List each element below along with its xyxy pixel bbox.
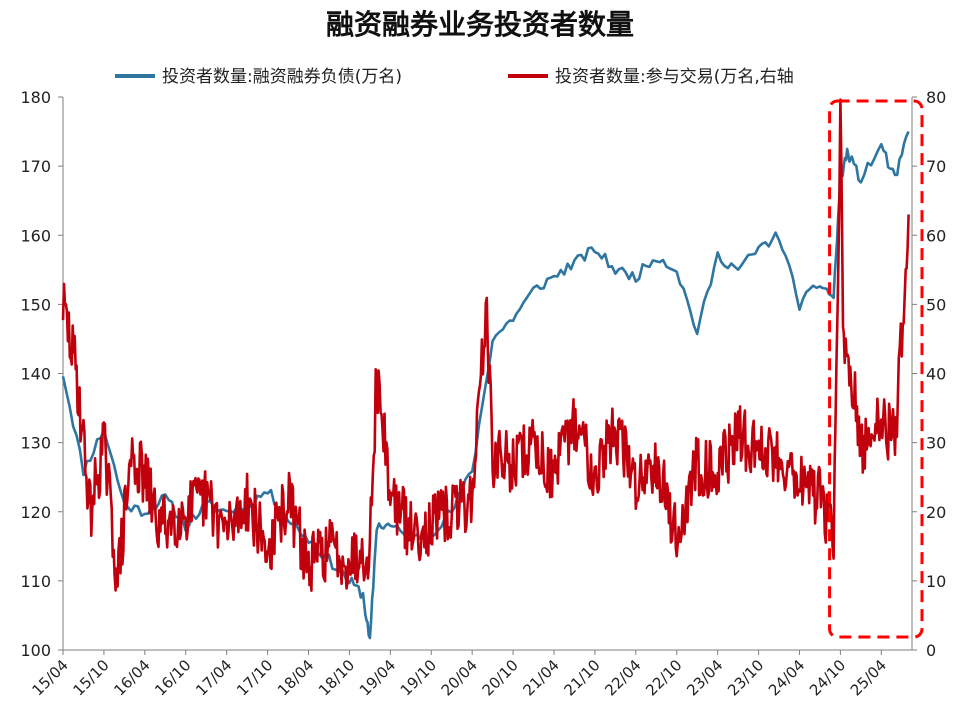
right-tick-label: 40 bbox=[926, 365, 946, 384]
x-tick-label: 19/10 bbox=[397, 656, 440, 699]
right-tick-label: 60 bbox=[926, 226, 946, 245]
highlight-layer bbox=[828, 99, 924, 639]
right-tick-label: 20 bbox=[926, 503, 946, 522]
series-layer bbox=[61, 98, 910, 640]
x-tick-label: 22/10 bbox=[642, 656, 685, 699]
x-tick-label: 22/04 bbox=[601, 656, 644, 699]
left-tick-label: 130 bbox=[20, 434, 51, 453]
left-tick-label: 170 bbox=[20, 157, 51, 176]
x-tick-label: 25/04 bbox=[847, 656, 890, 699]
series-line-trading bbox=[61, 98, 910, 592]
left-tick-label: 110 bbox=[20, 572, 51, 591]
left-tick-label: 150 bbox=[20, 295, 51, 314]
x-tick-label: 18/10 bbox=[315, 656, 358, 699]
right-tick-label: 10 bbox=[926, 572, 946, 591]
chart-title: 融资融券业务投资者数量 bbox=[326, 8, 634, 41]
x-tick-label: 21/10 bbox=[560, 656, 603, 699]
legend: 投资者数量:融资融券负债(万名) 投资者数量:参与交易(万名,右轴 bbox=[115, 67, 794, 87]
right-tick-label: 50 bbox=[926, 295, 946, 314]
x-tick-label: 15/04 bbox=[29, 656, 72, 699]
right-tick-label: 0 bbox=[926, 641, 936, 660]
legend-label-margin-debt: 投资者数量:融资融券负债(万名) bbox=[162, 67, 402, 87]
right-tick-label: 30 bbox=[926, 434, 946, 453]
series-line-margin-debt bbox=[61, 131, 910, 640]
x-tick-label: 23/10 bbox=[724, 656, 767, 699]
x-tick-label: 15/10 bbox=[69, 656, 112, 699]
left-tick-label: 100 bbox=[20, 641, 51, 660]
x-tick-label: 18/04 bbox=[274, 656, 317, 699]
right-tick-label: 80 bbox=[926, 88, 946, 107]
x-tick-label: 19/04 bbox=[356, 656, 399, 699]
left-axis: 100 110 120 130 140 150 160 170 180 bbox=[20, 88, 64, 660]
left-tick-label: 120 bbox=[20, 503, 51, 522]
left-tick-label: 180 bbox=[20, 88, 51, 107]
x-tick-label: 20/10 bbox=[479, 656, 522, 699]
x-tick-label: 17/10 bbox=[233, 656, 276, 699]
x-tick-label: 24/10 bbox=[806, 656, 849, 699]
x-tick-label: 16/04 bbox=[110, 656, 153, 699]
x-tick-label: 24/04 bbox=[765, 656, 808, 699]
x-tick-label: 21/04 bbox=[520, 656, 563, 699]
x-axis: 15/0415/1016/0416/1017/0417/1018/0418/10… bbox=[29, 649, 912, 699]
right-axis: 0 10 20 30 40 50 60 70 80 bbox=[911, 88, 946, 660]
x-tick-label: 20/04 bbox=[438, 656, 481, 699]
x-tick-label: 16/10 bbox=[151, 656, 194, 699]
left-tick-label: 160 bbox=[20, 226, 51, 245]
right-tick-label: 70 bbox=[926, 157, 946, 176]
left-tick-label: 140 bbox=[20, 365, 51, 384]
legend-label-trading: 投资者数量:参与交易(万名,右轴 bbox=[555, 67, 794, 87]
x-tick-label: 23/04 bbox=[683, 656, 726, 699]
highlight-box bbox=[828, 99, 924, 639]
x-tick-label: 17/04 bbox=[192, 656, 235, 699]
